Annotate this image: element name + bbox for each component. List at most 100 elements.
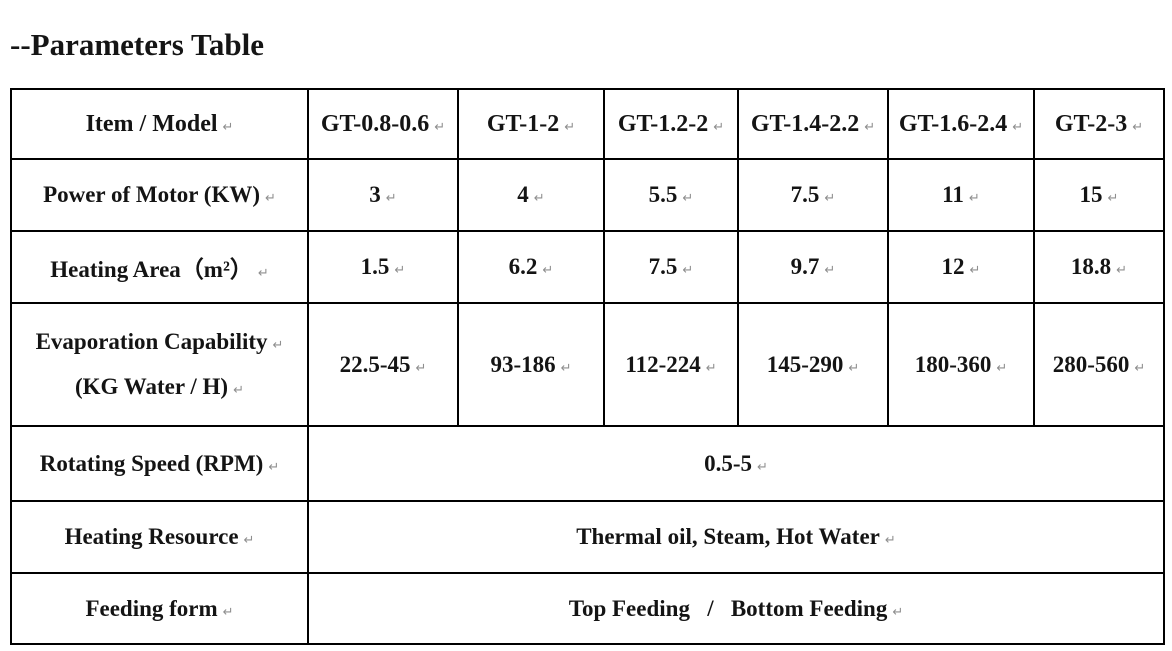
model-name: GT-1.2-2 [617, 110, 709, 137]
power-of-motor-row: Power of Motor (KW) ↵ 3 ↵ 4 ↵ 5.5 ↵ 7.5 ↵ 11 ↵… [10, 158, 1165, 232]
model-header-cell: GT-1-2 ↵ [457, 88, 605, 160]
row-label-cell: Heating Area（m²） ↵ [10, 230, 309, 304]
paragraph-mark-icon: ↵ [757, 459, 768, 475]
value-cell: 3 ↵ [307, 158, 459, 232]
row-label-cell: Power of Motor (KW) ↵ [10, 158, 309, 232]
paragraph-mark-icon: ↵ [268, 459, 280, 475]
model-name: GT-2-3 [1054, 110, 1128, 137]
cell-value: 112-224 [625, 351, 701, 377]
value-cell: 1.5 ↵ [307, 230, 459, 304]
cell-value: 12 [941, 254, 965, 279]
paragraph-mark-icon: ↵ [1132, 119, 1144, 135]
page-title: --Parameters Table [10, 27, 264, 62]
cell-value: 1.5 [360, 254, 390, 279]
cell-value: 6.2 [508, 254, 538, 279]
feeding-form-row: Feeding form ↵ Top Feeding / Bottom Feedi… [10, 572, 1165, 645]
paragraph-mark-icon: ↵ [892, 604, 904, 620]
paragraph-mark-icon: ↵ [884, 533, 896, 548]
merged-value-cell: Thermal oil, Steam, Hot Water ↵ [307, 500, 1165, 574]
paragraph-mark-icon: ↵ [713, 119, 725, 135]
paragraph-mark-icon: ↵ [533, 191, 545, 206]
cell-value: 18.8 [1070, 254, 1112, 279]
value-cell: 11 ↵ [887, 158, 1035, 232]
cell-value: 93-186 [490, 351, 556, 377]
cell-value: 5.5 [648, 182, 678, 207]
paragraph-mark-icon: ↵ [682, 191, 694, 206]
model-header-cell: GT-1.4-2.2 ↵ [737, 88, 889, 160]
paragraph-mark-icon: ↵ [1107, 191, 1119, 206]
paragraph-mark-icon: ↵ [1012, 119, 1024, 135]
value-cell: 5.5 ↵ [603, 158, 739, 232]
parameters-table: Item / Model ↵ GT-0.8-0.6 ↵ GT-1-2 ↵ GT-1.2… [10, 88, 1165, 645]
paragraph-mark-icon: ↵ [968, 191, 980, 206]
row-label-cell: Heating Resource ↵ [10, 500, 309, 574]
paragraph-mark-icon: ↵ [996, 360, 1008, 376]
value-cell: 22.5-45 ↵ [307, 302, 459, 427]
cell-value: 180-360 [914, 351, 992, 377]
cell-value: 4 [517, 182, 529, 207]
heating-area-row: Heating Area（m²） ↵ 1.5 ↵ 6.2 ↵ 7.5 ↵ 9.7 ↵ 12… [10, 230, 1165, 304]
paragraph-mark-icon: ↵ [705, 360, 717, 376]
paragraph-mark-icon: ↵ [222, 604, 234, 620]
value-cell: 6.2 ↵ [457, 230, 605, 304]
paragraph-mark-icon: ↵ [222, 119, 234, 135]
row-label-cell: Rotating Speed (RPM) ↵ [10, 425, 309, 502]
value-cell: 12 ↵ [887, 230, 1035, 304]
cell-value: 22.5-45 [339, 351, 411, 377]
model-header-cell: GT-2-3 ↵ [1033, 88, 1165, 160]
header-item-model-label: Item / Model [85, 110, 218, 137]
value-cell: 93-186 ↵ [457, 302, 605, 427]
paragraph-mark-icon: ↵ [969, 263, 981, 278]
merged-value-cell: 0.5-5 ↵ [307, 425, 1165, 502]
value-cell: 9.7 ↵ [737, 230, 889, 304]
row-label-cell: Evaporation Capability ↵ (KG Water / H) ↵ [10, 302, 309, 427]
row-label: Power of Motor (KW) [43, 182, 261, 207]
cell-value: 0.5-5 [704, 450, 752, 476]
heating-resource-row: Heating Resource ↵ Thermal oil, Steam, Ho… [10, 500, 1165, 574]
paragraph-mark-icon: ↵ [564, 119, 576, 135]
row-label-line2: (KG Water / H) ↵ [74, 374, 244, 399]
paragraph-mark-icon: ↵ [272, 338, 284, 353]
cell-value: 7.5 [790, 182, 820, 207]
paragraph-mark-icon: ↵ [434, 119, 446, 135]
cell-value: 145-290 [766, 351, 844, 377]
paragraph-mark-icon: ↵ [864, 119, 876, 135]
cell-value: 11 [942, 182, 964, 207]
paragraph-mark-icon: ↵ [542, 263, 554, 278]
row-label: Heating Resource [64, 524, 239, 549]
paragraph-mark-icon: ↵ [385, 191, 397, 206]
cell-value: 15 [1079, 182, 1103, 207]
model-header-cell: GT-1.6-2.4 ↵ [887, 88, 1035, 160]
evaporation-capability-row: Evaporation Capability ↵ (KG Water / H) ↵ … [10, 302, 1165, 427]
paragraph-mark-icon: ↵ [233, 383, 244, 398]
value-cell: 112-224 ↵ [603, 302, 739, 427]
value-cell: 145-290 ↵ [737, 302, 889, 427]
value-cell: 7.5 ↵ [737, 158, 889, 232]
paragraph-mark-icon: ↵ [848, 360, 860, 376]
model-header-cell: GT-1.2-2 ↵ [603, 88, 739, 160]
cell-value: 7.5 [648, 254, 678, 279]
value-cell: 280-560 ↵ [1033, 302, 1165, 427]
value-cell: 4 ↵ [457, 158, 605, 232]
cell-value: Thermal oil, Steam, Hot Water [576, 524, 880, 549]
paragraph-mark-icon: ↵ [394, 263, 406, 278]
paragraph-mark-icon: ↵ [682, 263, 694, 278]
model-name: GT-1.6-2.4 [898, 110, 1008, 137]
row-label-line1: Evaporation Capability ↵ [35, 329, 284, 354]
model-name: GT-1.4-2.2 [750, 110, 860, 137]
row-label: Feeding form [85, 595, 218, 621]
paragraph-mark-icon: ↵ [265, 191, 276, 206]
paragraph-mark-icon: ↵ [824, 191, 836, 206]
cell-value: 3 [369, 182, 381, 207]
header-item-model-cell: Item / Model ↵ [10, 88, 309, 160]
cell-value: 280-560 [1052, 351, 1130, 377]
row-label-cell: Feeding form ↵ [10, 572, 309, 645]
paragraph-mark-icon: ↵ [257, 266, 269, 281]
model-header-cell: GT-0.8-0.6 ↵ [307, 88, 459, 160]
value-cell: 15 ↵ [1033, 158, 1165, 232]
header-row: Item / Model ↵ GT-0.8-0.6 ↵ GT-1-2 ↵ GT-1.2… [10, 88, 1165, 160]
paragraph-mark-icon: ↵ [243, 533, 255, 548]
cell-value: Top Feeding / Bottom Feeding [568, 595, 888, 621]
value-cell: 7.5 ↵ [603, 230, 739, 304]
